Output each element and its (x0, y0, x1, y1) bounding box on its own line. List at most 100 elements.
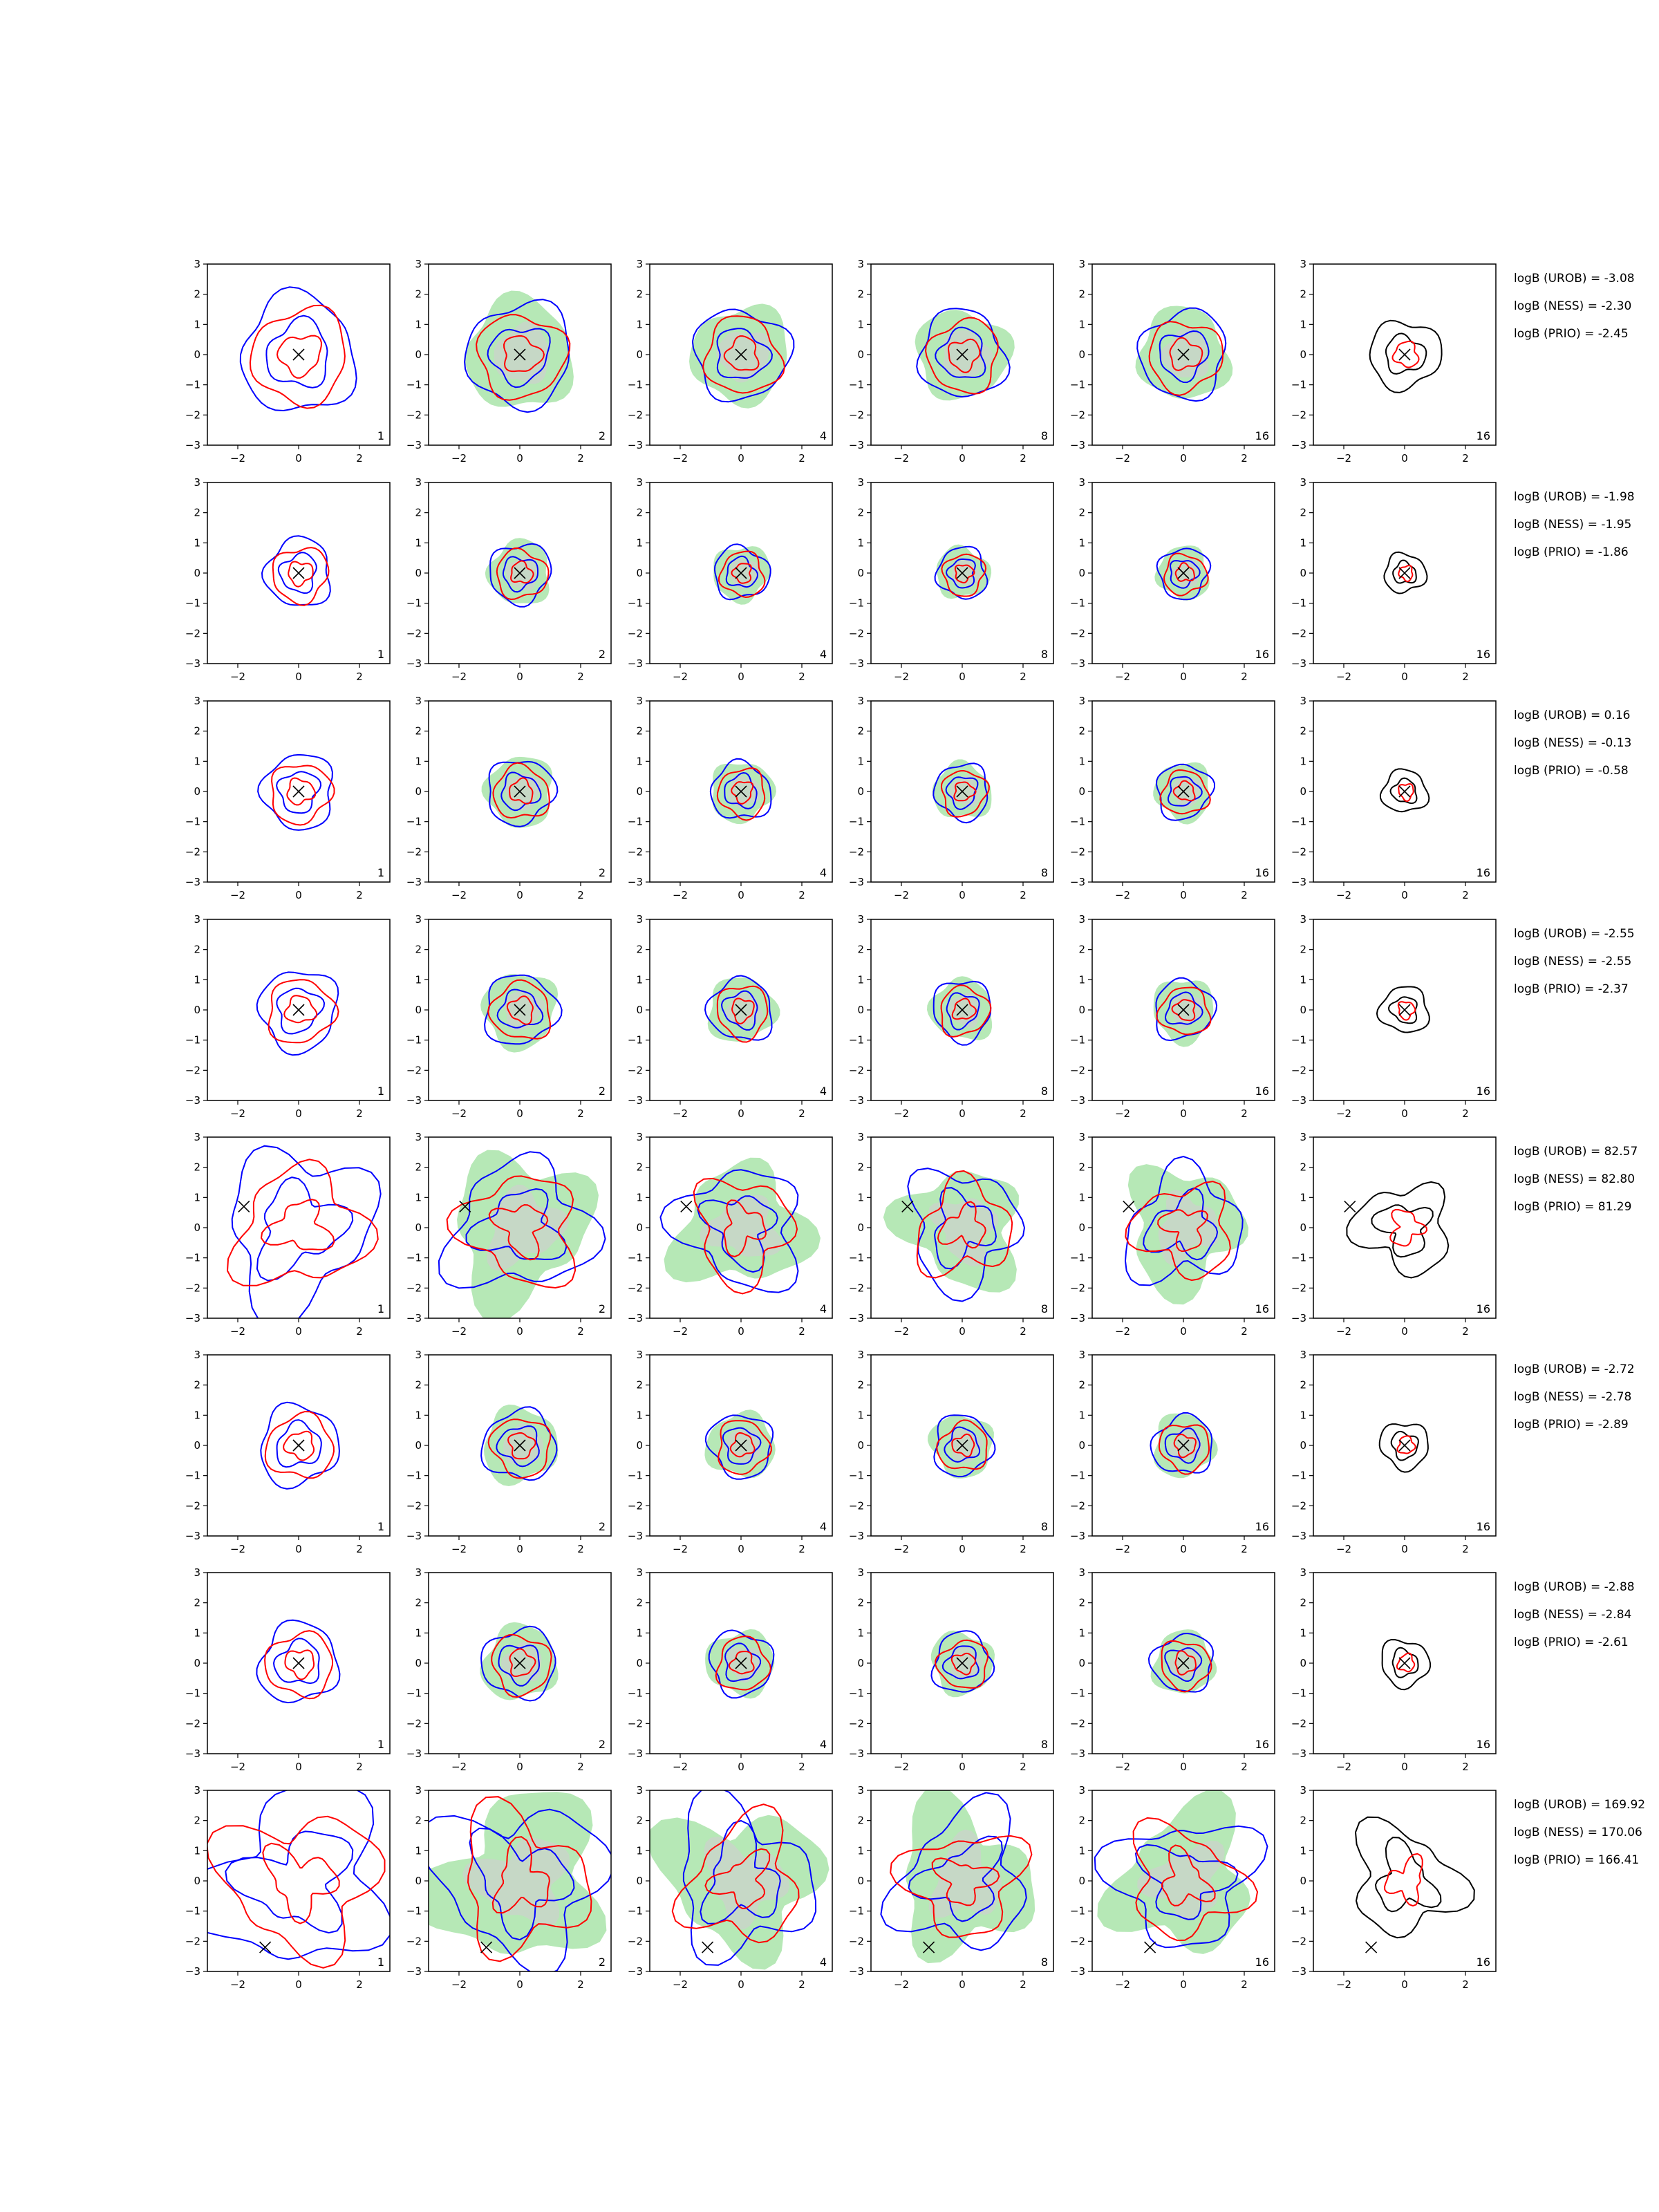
y-tick-label: 2 (1078, 725, 1085, 738)
y-tick-label: 2 (636, 1379, 643, 1391)
column-label: 2 (599, 429, 606, 442)
y-tick-label: 2 (1300, 944, 1306, 956)
y-tick-label: −2 (1291, 845, 1306, 858)
panel-plot-area (1124, 1155, 1249, 1305)
column-label: 16 (1255, 1520, 1269, 1533)
y-tick-label: 1 (857, 536, 864, 549)
posterior-fill-core (487, 1184, 570, 1271)
logb-urob: logB (UROB) = -3.08 (1514, 272, 1635, 285)
y-tick-label: 2 (1300, 507, 1306, 519)
ness-contour-outer (715, 1635, 771, 1691)
y-tick-label: −1 (406, 597, 422, 610)
y-tick-label: 0 (1300, 1875, 1306, 1887)
truth-marker (735, 785, 747, 798)
y-tick-label: −3 (849, 1094, 864, 1107)
y-tick-label: −1 (628, 1687, 643, 1700)
y-tick-label: 3 (857, 695, 864, 707)
urob-contour-inner (724, 771, 758, 809)
column-label: 16 (1477, 1738, 1490, 1751)
logb-ness: logB (NESS) = -2.30 (1514, 299, 1631, 313)
logb-prio: logB (PRIO) = 81.29 (1514, 1200, 1631, 1214)
y-tick-label: 0 (415, 785, 422, 798)
y-tick-label: −3 (1291, 1530, 1306, 1542)
y-tick-label: 3 (1078, 1784, 1085, 1797)
logb-ness: logB (NESS) = 170.06 (1514, 1826, 1642, 1839)
panel-r6-c4: 3 2 1 0 −1 −2 −3 −2 0 2 8 (849, 1349, 1054, 1555)
prio-contour-outer (1346, 1181, 1450, 1279)
column-label: 2 (599, 648, 606, 661)
ness-contour-inner (731, 563, 752, 584)
ness-contour-inner (954, 564, 975, 584)
y-tick-label: 1 (1300, 1191, 1306, 1203)
y-tick-label: 3 (1300, 258, 1306, 270)
ness-contour-inner (704, 1848, 771, 1910)
urob-contour-outer (438, 1151, 606, 1289)
y-tick-label: −1 (849, 816, 864, 828)
y-tick-label: −1 (628, 1470, 643, 1482)
y-tick-label: 0 (415, 1221, 422, 1234)
posterior-fill-core (462, 1837, 570, 1927)
urob-contour-inner (724, 1642, 762, 1683)
truth-marker (956, 348, 968, 361)
truth-marker (514, 1657, 526, 1669)
y-tick-label: 2 (857, 1379, 864, 1391)
urob-contour-inner (944, 1426, 981, 1463)
y-tick-label: 0 (1300, 567, 1306, 579)
panel-plot-area (480, 1622, 559, 1702)
ness-contour-inner (509, 1648, 536, 1678)
y-tick-label: 0 (636, 567, 643, 579)
y-tick-label: 0 (194, 1657, 200, 1669)
panel-r1-c3: 3 2 1 0 −1 −2 −3 −2 0 2 4 (628, 258, 833, 465)
prio-contour-outer (1379, 768, 1430, 813)
x-tick-label: 0 (1401, 1761, 1408, 1773)
y-tick-label: −2 (849, 845, 864, 858)
logb-prio: logB (PRIO) = -2.61 (1514, 1635, 1629, 1649)
y-tick-label: −1 (1291, 1470, 1306, 1482)
x-tick-label: 0 (738, 1325, 744, 1338)
urob-contour-outer (880, 1792, 1027, 1951)
y-tick-label: −1 (406, 816, 422, 828)
y-tick-label: −2 (1070, 409, 1085, 421)
y-tick-label: −3 (849, 657, 864, 670)
y-tick-label: −2 (1070, 1499, 1085, 1512)
panel-plot-area (480, 974, 563, 1053)
panel-r5-c5: 3 2 1 0 −1 −2 −3 −2 0 2 16 (1070, 1131, 1275, 1338)
x-tick-label: 2 (1241, 889, 1248, 901)
y-tick-label: 0 (1078, 1875, 1085, 1887)
truth-marker (901, 1200, 914, 1212)
x-tick-label: 2 (1462, 1325, 1469, 1338)
y-tick-label: −2 (1070, 1717, 1085, 1730)
y-tick-label: 1 (1078, 973, 1085, 986)
ness-contour-inner (1389, 1208, 1428, 1247)
y-tick-label: −2 (1291, 1935, 1306, 1947)
y-tick-label: −1 (185, 597, 200, 610)
y-tick-label: −3 (185, 876, 200, 888)
y-tick-label: −3 (406, 657, 422, 670)
panel-r5-c6: 3 2 1 0 −1 −2 −3 −2 0 2 16 (1291, 1131, 1497, 1338)
posterior-fill-core (700, 1194, 782, 1257)
y-tick-label: 3 (1078, 258, 1085, 270)
urob-contour-inner (1134, 1844, 1239, 1920)
y-tick-label: 2 (857, 1597, 864, 1609)
y-tick-label: 0 (415, 348, 422, 361)
y-tick-label: 2 (415, 1815, 422, 1827)
urob-contour-outer (256, 1619, 341, 1704)
y-tick-label: −1 (1291, 379, 1306, 391)
y-tick-label: 1 (415, 755, 422, 767)
y-tick-label: −3 (406, 1094, 422, 1107)
ness-contour-inner (1396, 1652, 1416, 1673)
x-tick-label: −2 (1115, 1543, 1130, 1555)
y-tick-label: 2 (415, 288, 422, 301)
panel-plot-area (1354, 1816, 1475, 1939)
logb-stats-r7: logB (UROB) = -2.88 logB (NESS) = -2.84 lo… (1514, 1580, 1635, 1649)
y-tick-label: 3 (1078, 1566, 1085, 1579)
y-tick-label: −3 (1070, 1747, 1085, 1760)
urob-contour-outer (704, 1414, 774, 1480)
y-tick-label: 0 (857, 1875, 864, 1887)
y-tick-label: 3 (636, 1784, 643, 1797)
x-tick-label: 2 (1020, 1325, 1027, 1338)
panel-plot-area (1383, 551, 1428, 594)
urob-contour-inner (945, 558, 976, 589)
x-tick-label: −2 (451, 889, 467, 901)
y-tick-label: −2 (628, 1282, 643, 1294)
